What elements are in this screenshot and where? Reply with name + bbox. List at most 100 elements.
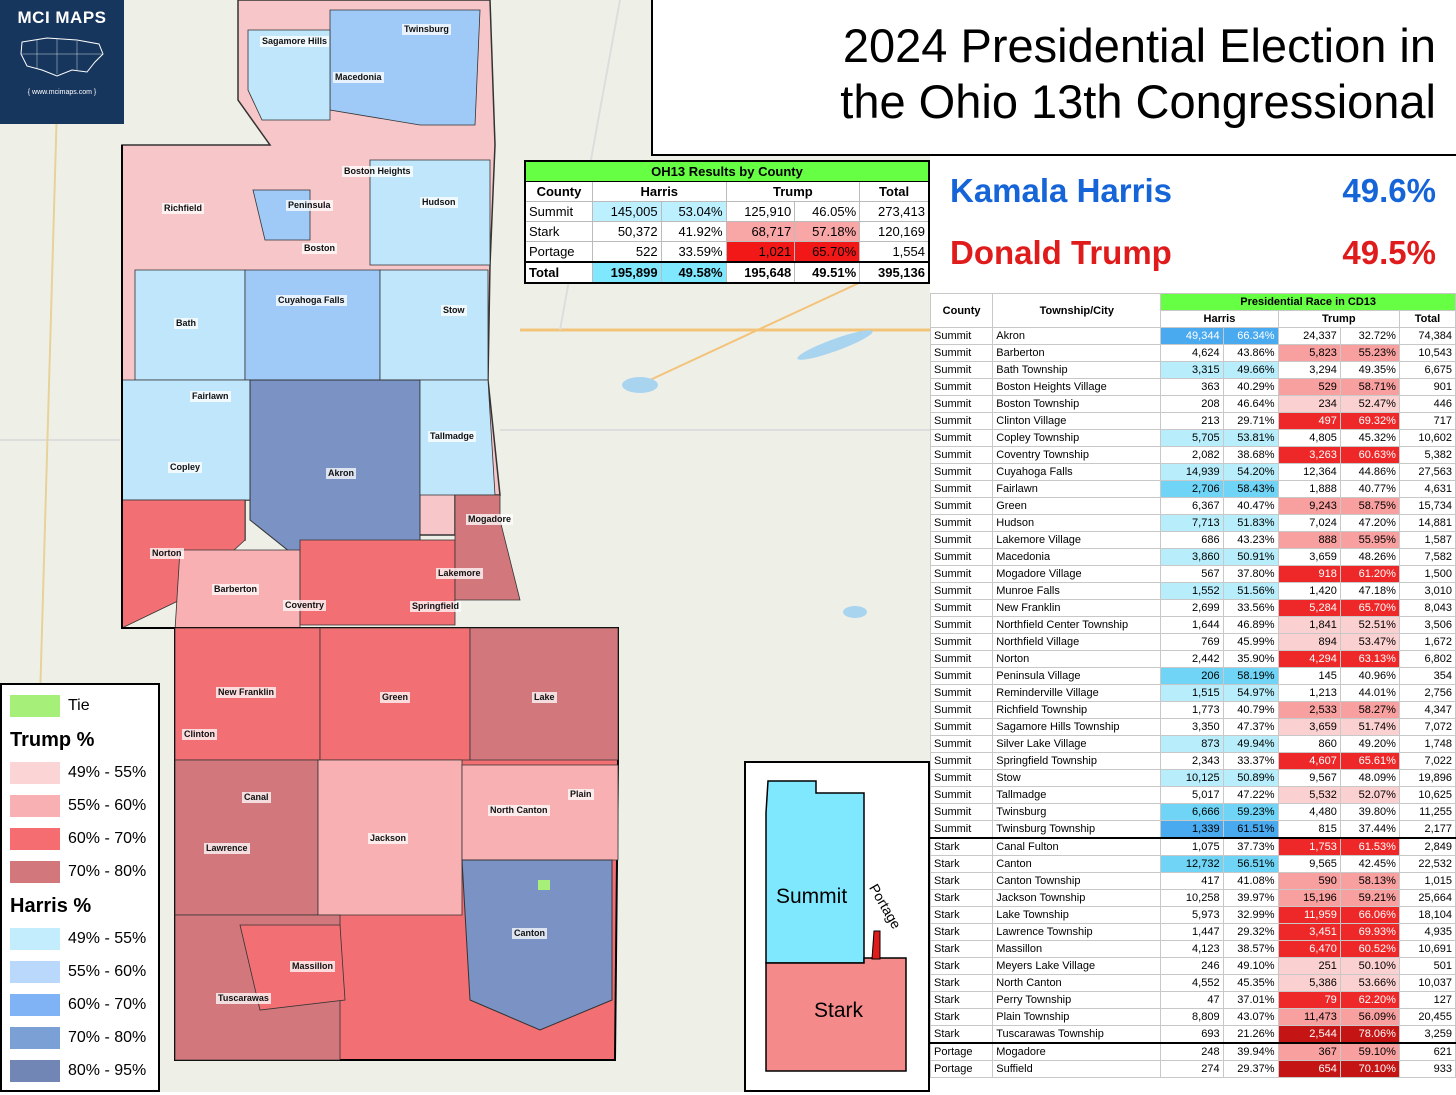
table-cell: 46.64% xyxy=(1222,395,1279,413)
table-cell: 56.09% xyxy=(1339,1008,1400,1026)
table-cell: 61.53% xyxy=(1339,837,1400,856)
table-cell: 2,706 xyxy=(1160,480,1224,498)
table-cell: 6,470 xyxy=(1277,940,1341,958)
table-cell: 47 xyxy=(1160,991,1224,1009)
table-cell: 35.90% xyxy=(1222,650,1279,668)
table-cell: 4,631 xyxy=(1398,480,1456,498)
table-cell: 47.22% xyxy=(1222,786,1279,804)
table-cell: 25,664 xyxy=(1398,889,1456,907)
table-cell: Summit xyxy=(929,718,994,736)
table-cell: 69.32% xyxy=(1339,412,1400,430)
table-cell: Summit xyxy=(929,446,994,464)
table-cell: 1,753 xyxy=(1277,837,1341,856)
table-cell: 46.05% xyxy=(794,201,861,222)
table-cell: Cuyahoga Falls xyxy=(992,463,1162,481)
detail-table-title: Presidential Race in CD13 xyxy=(1160,293,1456,311)
table-row: Stark North Canton 4,552 45.35% 5,386 53.66% 1… xyxy=(929,974,1456,992)
table-cell: 1,075 xyxy=(1160,837,1224,856)
table-cell: Reminderville Village xyxy=(992,684,1162,702)
legend-label: 80% - 95% xyxy=(68,1062,147,1079)
place-label: Boston xyxy=(302,243,337,254)
table-cell: Stark xyxy=(929,906,994,924)
table-cell: Stark xyxy=(929,855,994,873)
table-cell: 45.32% xyxy=(1339,429,1400,447)
table-row: Stark Jackson Township 10,258 39.97% 15,196 5… xyxy=(929,889,1456,907)
table-cell: 7,024 xyxy=(1277,514,1341,532)
table-cell: 19,896 xyxy=(1398,769,1456,787)
table-cell: 4,624 xyxy=(1160,344,1224,362)
table-cell: Northfield Center Township xyxy=(992,616,1162,634)
table-cell: 43.86% xyxy=(1222,344,1279,362)
legend-swatch xyxy=(10,1027,60,1049)
table-cell: 15,196 xyxy=(1277,889,1341,907)
table-cell: 5,532 xyxy=(1277,786,1341,804)
table-cell: 58.13% xyxy=(1339,872,1400,890)
col-header: County xyxy=(524,181,593,202)
table-cell: 65.70% xyxy=(1339,599,1400,617)
table-cell: 120,169 xyxy=(859,221,930,242)
table-cell: Plain Township xyxy=(992,1008,1162,1026)
table-row: Summit 145,005 53.04% 125,910 46.05% 273,413 xyxy=(524,201,930,222)
table-cell: Stark xyxy=(929,940,994,958)
table-cell: 2,442 xyxy=(1160,650,1224,668)
table-cell: 1,447 xyxy=(1160,923,1224,941)
table-cell: 52.07% xyxy=(1339,786,1400,804)
place-label: Akron xyxy=(326,468,357,479)
table-cell: 4,607 xyxy=(1277,752,1341,770)
table-cell: 37.80% xyxy=(1222,565,1279,583)
legend-swatch xyxy=(10,795,60,817)
table-cell: 1,672 xyxy=(1398,633,1456,651)
table-row: Stark Lawrence Township 1,447 29.32% 3,451 69… xyxy=(929,923,1456,941)
table-cell: Barberton xyxy=(992,344,1162,362)
table-cell: Canton Township xyxy=(992,872,1162,890)
table-cell: 39.80% xyxy=(1339,803,1400,821)
table-cell: 769 xyxy=(1160,633,1224,651)
table-row: Summit Twinsburg Township 1,339 61.51% 815 37… xyxy=(929,820,1456,839)
table-cell: 11,473 xyxy=(1277,1008,1341,1026)
table-cell: Summit xyxy=(929,667,994,685)
table-row: Summit Tallmadge 5,017 47.22% 5,532 52.07% 10,… xyxy=(929,786,1456,804)
place-label: Lakemore xyxy=(436,568,483,579)
place-label: Copley xyxy=(168,462,203,473)
table-row: Summit Cuyahoga Falls 14,939 54.20% 12,364 44… xyxy=(929,463,1456,481)
table-cell: 2,343 xyxy=(1160,752,1224,770)
table-cell: Norton xyxy=(992,650,1162,668)
table-cell: Springfield Township xyxy=(992,752,1162,770)
table-cell: 654 xyxy=(1277,1060,1341,1078)
legend-label: 49% - 55% xyxy=(68,930,147,947)
table-cell: 50,372 xyxy=(591,221,662,242)
table-row: Summit Munroe Falls 1,552 51.56% 1,420 47.18%… xyxy=(929,582,1456,600)
map-legend: Tie Trump % 49% - 55% 55% - 60% 60% - 70… xyxy=(0,683,160,1092)
col-header: Total xyxy=(859,181,930,202)
table-cell: 1,587 xyxy=(1398,531,1456,549)
table-cell: Summit xyxy=(929,616,994,634)
candidate-pct: 49.5% xyxy=(1342,234,1436,271)
table-cell: 4,123 xyxy=(1160,940,1224,958)
table-cell: 9,567 xyxy=(1277,769,1341,787)
table-cell: 7,713 xyxy=(1160,514,1224,532)
table-cell: 354 xyxy=(1398,667,1456,685)
table-cell: 49,344 xyxy=(1160,327,1224,345)
place-label: Mogadore xyxy=(466,514,514,525)
table-cell: 57.18% xyxy=(794,221,861,242)
table-cell: Stark xyxy=(929,923,994,941)
table-cell: 49.20% xyxy=(1339,735,1400,753)
table-cell: Silver Lake Village xyxy=(992,735,1162,753)
table-cell: Total xyxy=(524,261,593,284)
place-label: Macedonia xyxy=(333,72,384,83)
table-cell: 273,413 xyxy=(859,201,930,222)
table-cell: 63.13% xyxy=(1339,650,1400,668)
table-cell: 33.59% xyxy=(660,241,727,263)
table-cell: 2,756 xyxy=(1398,684,1456,702)
table-cell: 6,367 xyxy=(1160,497,1224,515)
table-cell: Summit xyxy=(929,582,994,600)
logo-url: { www.mcimaps.com } xyxy=(27,89,97,96)
candidate-pct: 49.6% xyxy=(1342,172,1436,209)
table-cell: 1,515 xyxy=(1160,684,1224,702)
table-cell: 51.74% xyxy=(1339,718,1400,736)
table-cell: 61.20% xyxy=(1339,565,1400,583)
table-cell: 10,625 xyxy=(1398,786,1456,804)
mci-maps-logo: MCI MAPS { www.mcimaps.com } xyxy=(0,0,124,124)
place-label: Tuscarawas xyxy=(216,993,271,1004)
township-results-table: County Township/City Presidential Race i… xyxy=(929,293,1456,1078)
